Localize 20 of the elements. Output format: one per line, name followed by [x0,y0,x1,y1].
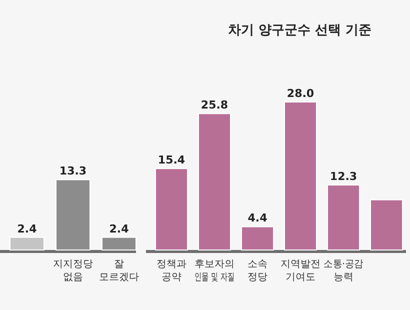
x-tick-label: 지지정당 없음 [53,259,93,283]
chart-title: 차기 양구군수 선택 기준 [228,23,372,38]
data-label: 15.4 [158,154,186,167]
data-label: 2.4 [109,222,130,236]
data-label: 4.4 [248,212,268,225]
data-label: 2.4 [17,222,38,236]
x-tick-label: 지역발전 기여도 [280,259,320,283]
bar [155,168,188,250]
x-tick-label: 정책과 공약 [156,259,186,283]
x-tick-label: 소통·공감 능력 [324,259,367,283]
bar [327,184,360,250]
bar [284,102,317,250]
x-tick-label: 잘 모르겠다 [99,259,139,283]
data-label: 28.0 [286,87,314,100]
bar [198,113,231,250]
data-label: 13.3 [59,164,87,178]
data-label: 12.3 [330,170,358,183]
bar [370,199,403,250]
data-label: 25.8 [200,98,228,112]
bar [241,226,274,250]
